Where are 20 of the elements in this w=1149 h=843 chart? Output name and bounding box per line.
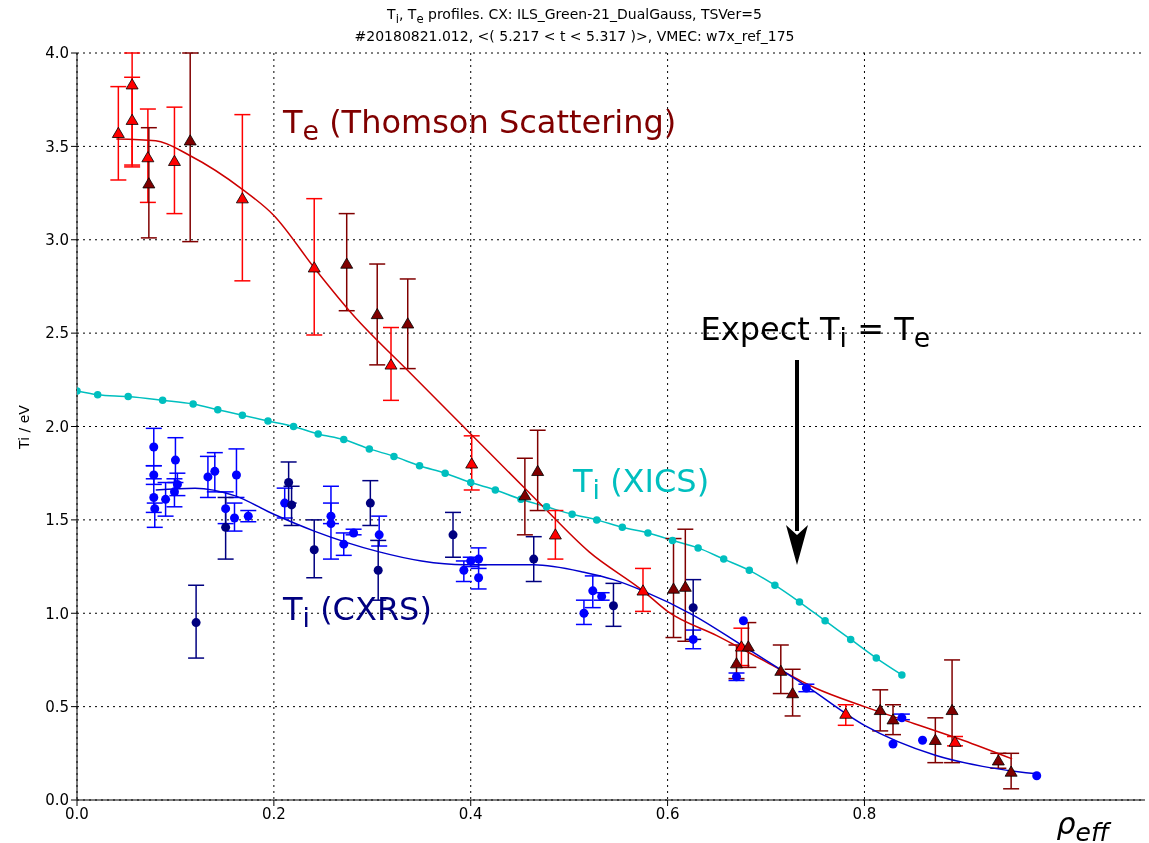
text: T$_{e}$ (Thomson Scattering) bbox=[283, 103, 677, 147]
series-label: T$_{i}$ (CXRS) bbox=[283, 590, 432, 634]
chart-title: T$_{i}$, T$_{e}$ profiles. CX: ILS_Green-21_DualGauss, TSVer=5 bbox=[386, 6, 763, 28]
chart-subtitle: #20180821.012, <( 5.217 < t < 5.317 )>, VMEC: w7x_ref_175 bbox=[353, 27, 796, 45]
y-tick-label: 2.0 bbox=[45, 417, 69, 436]
y-tick-label: 3.5 bbox=[45, 137, 69, 156]
annotation: Expect T$_{i}$ = T$_{e}$ bbox=[700, 310, 931, 354]
y-axis-title: Ti / eV bbox=[15, 404, 32, 449]
series-label: T$_{i}$ (XICS) bbox=[573, 462, 710, 506]
x-tick-label: 0.8 bbox=[852, 804, 877, 823]
y-tick-label: 2.5 bbox=[45, 324, 69, 343]
x-tick-label: 0.0 bbox=[65, 804, 89, 823]
y-tick-label: 3.0 bbox=[45, 231, 69, 250]
x-tick-label: 0.2 bbox=[261, 804, 286, 823]
x-tick-label: 0.6 bbox=[655, 804, 680, 823]
y-tick-label: 1.0 bbox=[45, 604, 69, 623]
x-tick-label: 0.4 bbox=[458, 804, 483, 823]
y-tick-label: 1.5 bbox=[45, 511, 69, 530]
y-tick-label: 4.0 bbox=[45, 44, 69, 63]
y-tick-label: 0.5 bbox=[45, 697, 69, 716]
